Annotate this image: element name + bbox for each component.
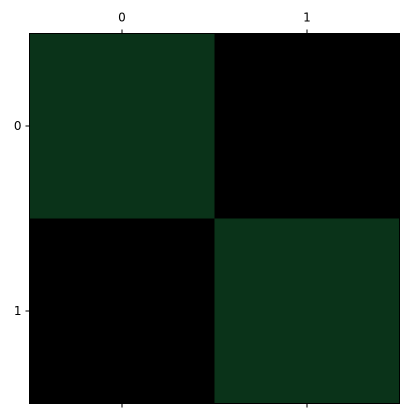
x-tick-label-0: 0 [118,11,126,25]
heatmap-cell-0-0 [29,33,215,219]
plot-frame [29,33,400,404]
heatmap-cell-1-0 [29,218,215,404]
x-tick-label-1: 1 [303,11,311,25]
heatmap-cell-0-1 [214,33,400,219]
y-tick-label-0: 0 [14,119,22,133]
y-tick-label-1: 1 [14,304,22,318]
heatmap-cell-1-1 [214,218,400,404]
heatmap-cells [29,33,400,404]
y-axis-ticks: 01 [14,119,30,318]
